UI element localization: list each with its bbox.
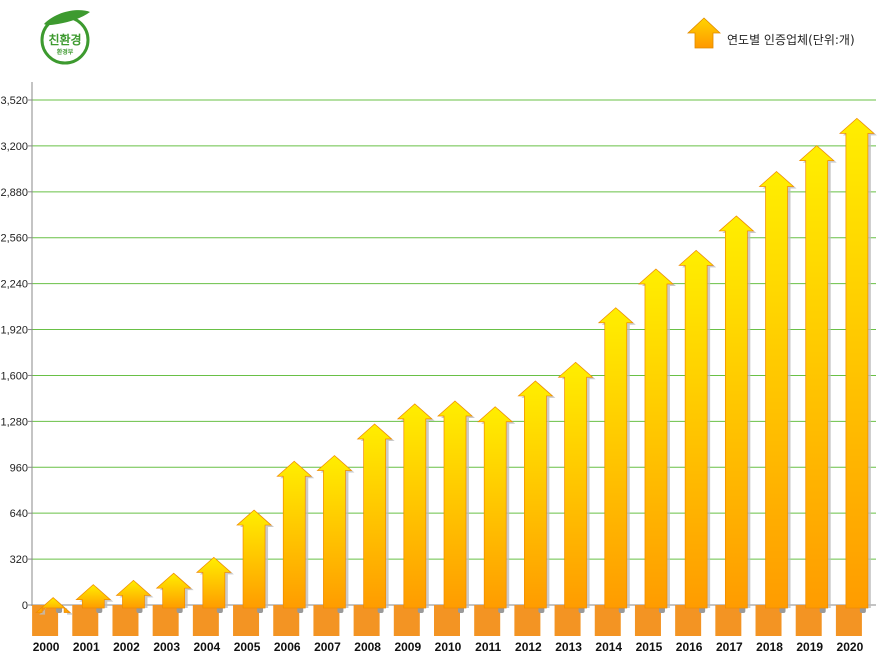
x-tick-label: 2006 xyxy=(274,640,301,654)
base-block xyxy=(755,605,782,636)
bar-2014 xyxy=(597,307,634,609)
x-tick-label: 2016 xyxy=(676,640,703,654)
bar-2011 xyxy=(477,406,514,609)
y-tick-label: 320 xyxy=(10,554,28,566)
x-tick-label: 2008 xyxy=(354,640,381,654)
bar-2001 xyxy=(75,584,112,609)
x-tick-label: 2005 xyxy=(234,640,261,654)
y-tick-label: 3,520 xyxy=(0,95,28,107)
logo: 친환경 환경부 xyxy=(40,10,90,65)
bar-2000 xyxy=(35,597,72,613)
base-block xyxy=(233,605,260,636)
x-tick-label: 2020 xyxy=(837,640,864,654)
base-block xyxy=(434,605,460,636)
bar-2015 xyxy=(638,268,674,609)
logo-main-text: 친환경 xyxy=(48,32,81,47)
bar-2006 xyxy=(276,460,313,609)
x-tick-label: 2018 xyxy=(756,640,783,654)
bar-2016 xyxy=(678,249,715,609)
bars xyxy=(35,117,877,615)
logo-leaf-icon xyxy=(44,10,90,26)
base-block xyxy=(313,605,340,636)
x-tick-label: 2015 xyxy=(636,640,663,654)
x-tick-label: 2009 xyxy=(394,640,421,654)
base-block xyxy=(715,605,742,636)
base-block xyxy=(795,605,822,636)
bar-2017 xyxy=(718,215,755,609)
x-tick-label: 2014 xyxy=(595,640,622,654)
x-tick-label: 2010 xyxy=(435,640,462,654)
bar-2013 xyxy=(557,361,594,609)
x-tick-label: 2017 xyxy=(716,640,743,654)
base-block xyxy=(353,605,380,636)
bar-2010 xyxy=(437,400,473,609)
base-block xyxy=(112,605,139,636)
bar-2019 xyxy=(798,145,835,609)
x-tick-label: 2019 xyxy=(796,640,823,654)
logo-sub-text: 환경부 xyxy=(57,48,74,56)
y-tick-label: 0 xyxy=(22,600,28,612)
base-block xyxy=(835,605,862,636)
base-block xyxy=(192,605,219,636)
y-tick-label: 2,240 xyxy=(0,279,28,291)
x-tick-label: 2007 xyxy=(314,640,341,654)
base-block xyxy=(594,605,621,636)
legend-label: 연도별 인증업체(단위:개) xyxy=(727,33,855,47)
bar-2004 xyxy=(195,556,232,609)
bar-2005 xyxy=(236,509,272,609)
x-tick-label: 2000 xyxy=(33,640,60,654)
base-block xyxy=(273,605,300,636)
legend-arrow-icon xyxy=(686,17,722,49)
bar-2020 xyxy=(838,117,875,609)
legend: 연도별 인증업체(단위:개) xyxy=(686,17,855,49)
y-axis-ticks: 0 320 640 960 1,280 1,600 1,920 2,240 2,560 2,880… xyxy=(0,95,32,612)
base-block xyxy=(634,605,661,636)
base-block xyxy=(675,605,702,636)
x-tick-label: 2001 xyxy=(73,640,100,654)
base-block xyxy=(72,605,99,636)
y-tick-label: 1,280 xyxy=(0,416,28,428)
x-tick-label: 2003 xyxy=(153,640,180,654)
base-blocks xyxy=(32,604,866,636)
base-block xyxy=(393,605,420,636)
y-tick-label: 960 xyxy=(10,462,28,474)
bar-2009 xyxy=(396,403,433,609)
base-block xyxy=(152,605,179,636)
bar-2018 xyxy=(758,171,795,609)
bar-2002 xyxy=(115,579,152,609)
x-tick-label: 2013 xyxy=(555,640,582,654)
base-block xyxy=(554,605,581,636)
base-block xyxy=(474,605,501,636)
y-tick-label: 2,560 xyxy=(0,233,28,245)
y-tick-label: 1,920 xyxy=(0,325,28,337)
x-tick-label: 2012 xyxy=(515,640,542,654)
x-tick-label: 2002 xyxy=(113,640,140,654)
y-tick-label: 1,600 xyxy=(0,370,28,382)
y-tick-label: 2,880 xyxy=(0,187,28,199)
bar-2007 xyxy=(316,455,353,609)
bar-2008 xyxy=(356,423,393,609)
x-tick-label: 2011 xyxy=(475,640,501,654)
base-block xyxy=(514,605,541,636)
x-tick-label: 2004 xyxy=(194,640,221,654)
y-tick-label: 640 xyxy=(10,508,28,520)
y-tick-label: 3,200 xyxy=(0,141,28,153)
bar-2003 xyxy=(155,572,192,609)
x-axis-labels: 2000 2001 2002 2003 2004 2005 2006 2007 2008 2009… xyxy=(33,640,864,654)
bar-2012 xyxy=(517,380,554,609)
